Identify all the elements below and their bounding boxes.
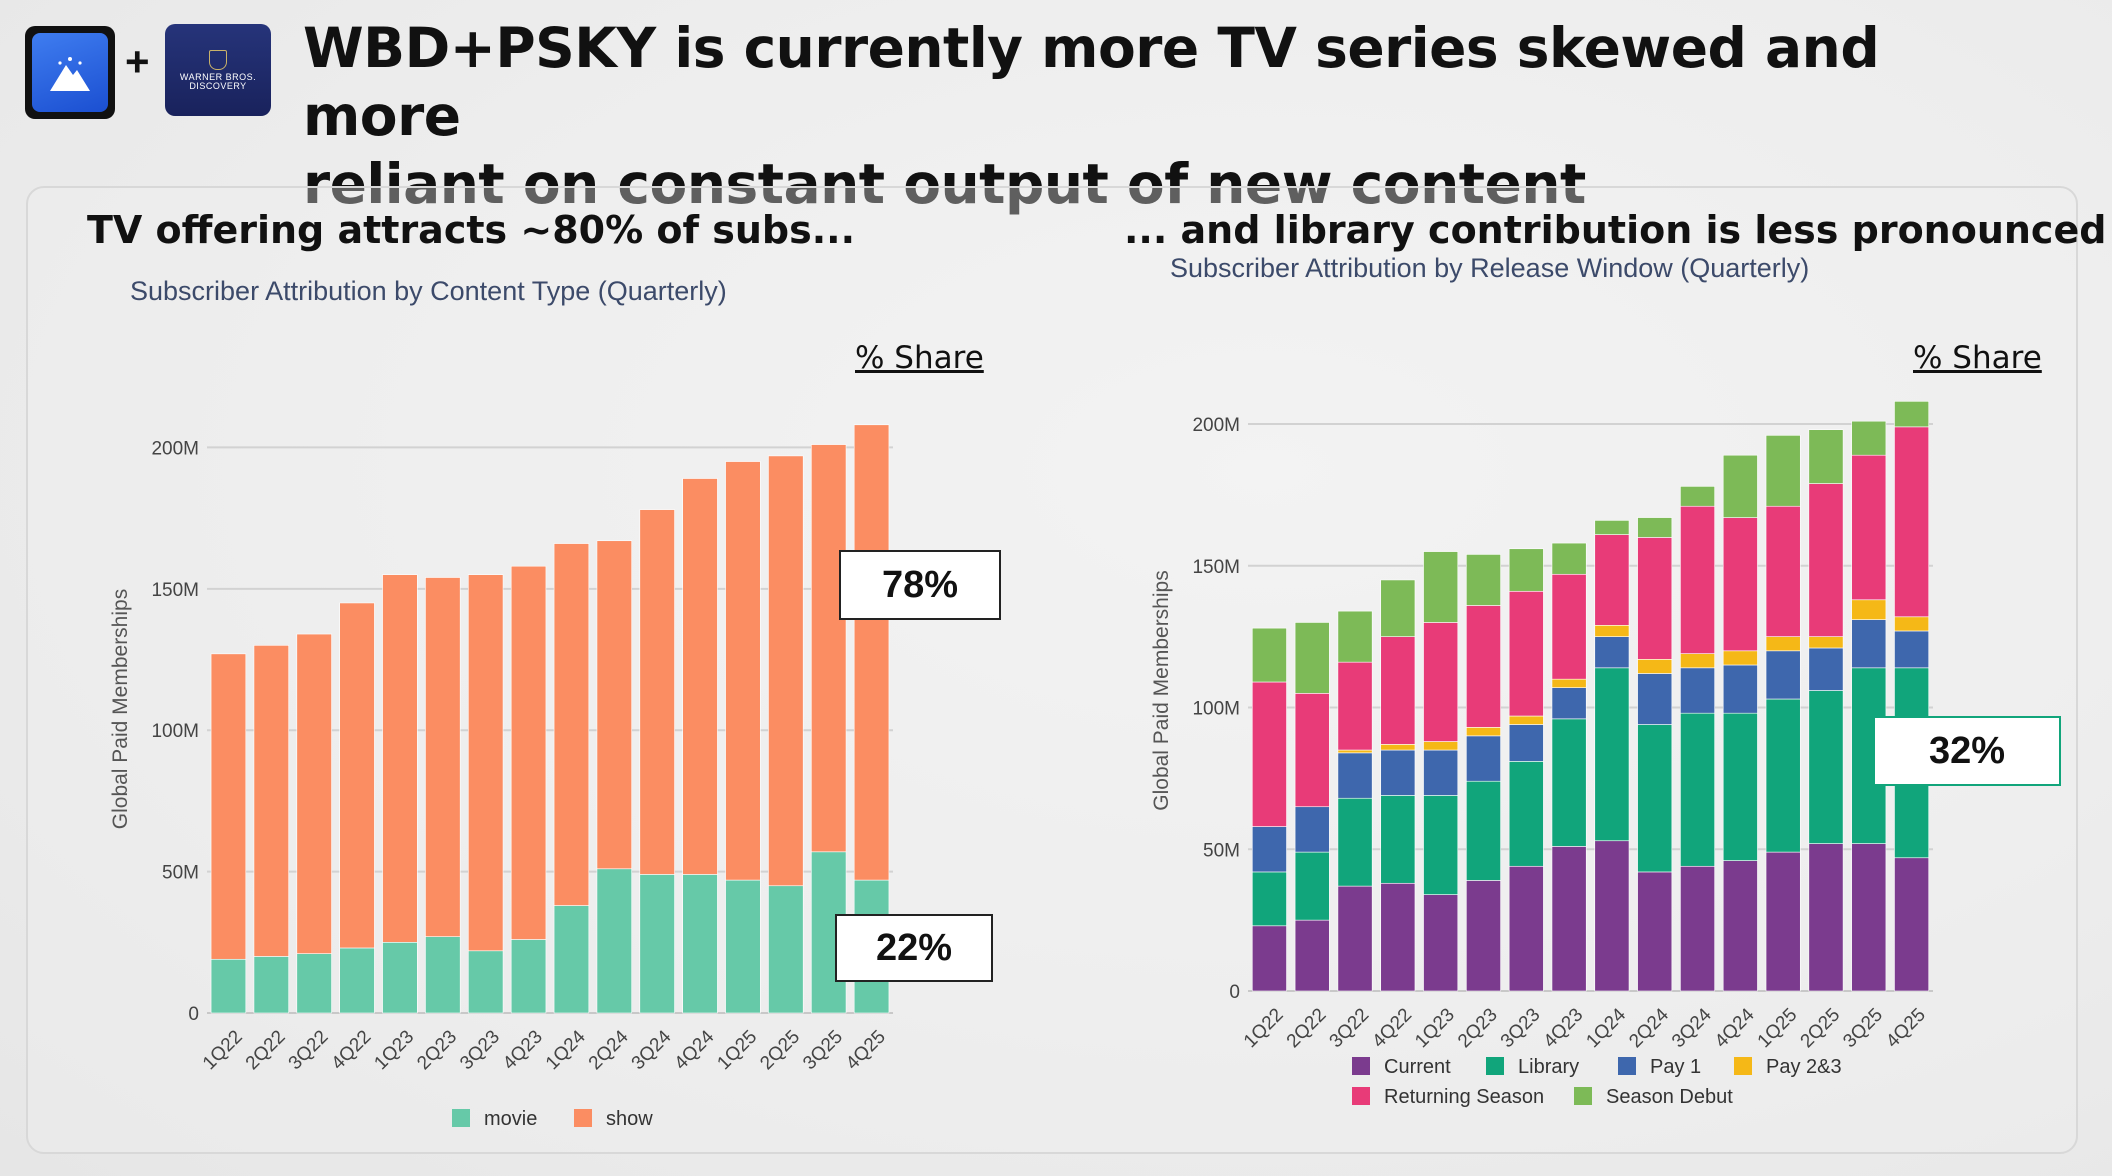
left-bar-movie [253, 956, 289, 1014]
left-xtick-label: 2Q25 [756, 1026, 804, 1074]
left-xtick-label: 1Q23 [371, 1026, 419, 1074]
left-bar-movie [682, 874, 718, 1014]
left-bar-movie [596, 868, 632, 1014]
left-bar-show [296, 633, 332, 954]
left-bar-show [553, 543, 590, 906]
title-line-1: WBD+PSKY is currently more TV series ske… [303, 16, 1880, 148]
left-bar-movie [296, 953, 332, 1014]
left-xtick-label: 3Q23 [456, 1026, 504, 1074]
left-ytick-label: 0 [188, 1004, 199, 1025]
mountain-icon [50, 56, 90, 91]
left-chart-title: Subscriber Attribution by Content Type (… [130, 276, 727, 306]
left-bar-show [639, 509, 675, 875]
left-bar-movie [639, 874, 675, 1014]
left-xtick-label: 1Q24 [542, 1026, 590, 1074]
left-share-label: % Share [855, 340, 984, 376]
wbd-logo-text: WARNER BROS. DISCOVERY [179, 71, 257, 91]
wb-shield-icon [209, 49, 227, 70]
left-xtick-label: 4Q23 [499, 1026, 547, 1074]
left-legend-swatch [452, 1109, 470, 1127]
left-bar-show [682, 478, 718, 875]
left-bar-movie [468, 950, 504, 1014]
left-bar-movie [768, 885, 804, 1014]
left-xtick-label: 1Q25 [714, 1026, 762, 1074]
left-xtick-label: 4Q24 [671, 1026, 719, 1074]
left-ytick-label: 50M [162, 863, 199, 884]
title-line-2: reliant on constant output of new conten… [303, 152, 1586, 216]
right-heading: ... and library contribution is less pro… [1124, 208, 2107, 252]
page-title: WBD+PSKY is currently more TV series ske… [303, 14, 2003, 218]
left-xtick-label: 3Q24 [628, 1026, 676, 1074]
wbd-logo: WARNER BROS. DISCOVERY [165, 24, 271, 116]
library-share-callout: 32% [1873, 716, 2061, 786]
left-bar-movie [425, 936, 461, 1014]
left-bar-movie [339, 947, 375, 1014]
left-ytick-label: 150M [151, 580, 199, 601]
left-xtick-label: 2Q23 [413, 1026, 461, 1074]
left-bar-show [725, 461, 761, 881]
right-share-label: % Share [1913, 340, 2042, 376]
left-bar-show [596, 540, 632, 870]
left-legend-label: show [606, 1108, 653, 1130]
left-bar-show [468, 574, 504, 952]
left-ytick-label: 200M [151, 438, 199, 459]
movie-share-callout: 22% [835, 914, 993, 982]
left-bar-show [339, 602, 375, 949]
paramount-logo [25, 26, 115, 119]
left-bar-movie [553, 905, 590, 1014]
right-chart-title: Subscriber Attribution by Release Window… [1170, 253, 1810, 283]
left-bar-movie [510, 939, 547, 1014]
show-share-callout: 78% [839, 550, 1001, 620]
left-bar-movie [210, 958, 247, 1014]
left-bar-show [811, 444, 847, 853]
left-bar-show [510, 565, 547, 940]
left-legend-swatch [574, 1109, 592, 1127]
left-xtick-label: 2Q22 [242, 1026, 290, 1074]
left-xtick-label: 3Q22 [285, 1026, 333, 1074]
left-bar-show [425, 577, 461, 937]
left-bar-show [768, 455, 804, 887]
left-xtick-label: 4Q22 [328, 1026, 376, 1074]
left-xtick-label: 2Q24 [585, 1026, 633, 1074]
left-legend-label: movie [484, 1108, 537, 1130]
left-bar-show [853, 424, 890, 881]
left-bar-show [253, 645, 289, 957]
left-bar-show [210, 653, 247, 960]
left-xtick-label: 4Q25 [842, 1026, 890, 1074]
left-heading: TV offering attracts ~80% of subs... [87, 208, 856, 252]
left-xtick-label: 1Q22 [199, 1026, 247, 1074]
left-bar-show [382, 574, 418, 943]
left-xtick-label: 3Q25 [799, 1026, 847, 1074]
left-ytick-label: 100M [151, 721, 199, 742]
left-bar-movie [725, 879, 761, 1014]
left-y-axis-label: Global Paid Memberships [109, 589, 132, 829]
left-bar-movie [382, 942, 418, 1014]
plus-sign: + [125, 38, 150, 85]
